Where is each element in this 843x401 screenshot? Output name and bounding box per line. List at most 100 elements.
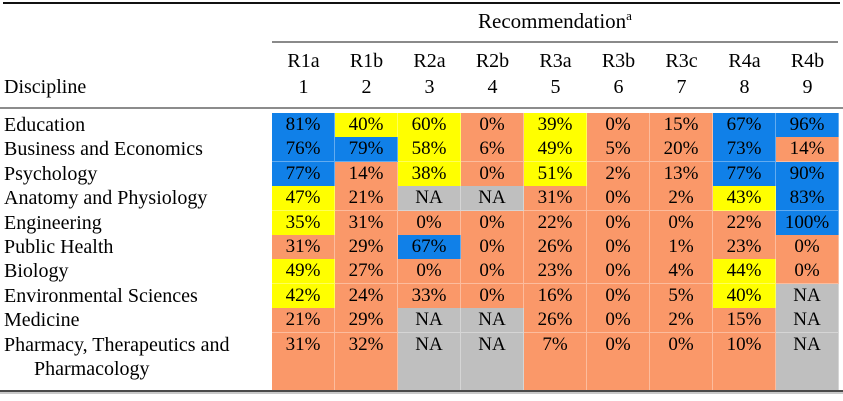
data-cell: 0% [461, 259, 524, 285]
column-number: 3 [424, 76, 435, 98]
column-number: 8 [739, 76, 750, 98]
data-cell: 14% [776, 137, 839, 163]
data-cell: 31% [524, 186, 587, 212]
table-row: Environmental Sciences 42% 24% 33% 0% 16% 0% 5%… [0, 283, 843, 309]
column-label: R2a [413, 50, 446, 72]
data-cell: 77% [713, 161, 776, 187]
table-row: Anatomy and Physiology 47% 21% NA NA 31% 0% 2% 4… [0, 186, 843, 212]
data-cell: 0% [461, 210, 524, 236]
row-label: Education [4, 114, 86, 136]
top-rule [3, 2, 840, 4]
column-label: R3a [539, 50, 572, 72]
data-cell: 22% [524, 210, 587, 236]
data-cell: NA [461, 308, 524, 334]
data-cell: NA [398, 332, 461, 391]
data-cell: 43% [713, 186, 776, 212]
data-cell: 22% [713, 210, 776, 236]
data-cell: NA [398, 308, 461, 334]
data-cell: 0% [776, 234, 839, 260]
data-cell: 49% [272, 259, 335, 285]
table-row: Biology 49% 27% 0% 0% 23% 0% 4% 44% 0% [0, 259, 843, 285]
row-label: Biology [4, 260, 69, 283]
data-cell: 26% [524, 234, 587, 260]
table-row: Pharmacy, Therapeutics and Pharmacology 3… [0, 332, 843, 391]
data-cell: 39% [524, 113, 587, 138]
data-cell: 2% [650, 308, 713, 334]
data-cell: 67% [398, 234, 461, 260]
data-cell: 29% [335, 308, 398, 334]
bottom-rule [0, 390, 843, 392]
data-cell: 0% [461, 113, 524, 138]
column-label: R1b [349, 50, 384, 72]
column-header-R1a: R1a 1 [272, 48, 335, 100]
data-cell: 0% [587, 308, 650, 334]
data-cell: 0% [398, 210, 461, 236]
header-rule [0, 107, 843, 109]
recommendation-title-text: Recommendation [478, 9, 627, 33]
column-header-R3c: R3c 7 [650, 48, 713, 100]
data-cell: 24% [335, 283, 398, 309]
row-label: Environmental Sciences [4, 284, 198, 307]
column-label: R3b [601, 50, 636, 72]
column-label: R2b [475, 50, 510, 72]
row-label: Engineering [4, 211, 102, 234]
data-cell: NA [776, 308, 839, 334]
data-cell: 0% [650, 332, 713, 391]
bottom-rule-shadow [0, 392, 843, 394]
data-cell: 49% [524, 137, 587, 163]
recommendation-underline [272, 41, 838, 43]
data-cell: 44% [713, 259, 776, 285]
column-number: 1 [298, 76, 309, 98]
data-cell: 23% [713, 234, 776, 260]
data-cell: 100% [776, 210, 839, 236]
row-label: Business and Economics [4, 138, 203, 161]
data-cell: 40% [335, 113, 398, 138]
data-cell: 0% [587, 259, 650, 285]
data-cell: 1% [650, 234, 713, 260]
data-cell: NA [776, 283, 839, 309]
data-cell: 40% [713, 283, 776, 309]
column-number: 5 [550, 76, 561, 98]
data-cell: 0% [587, 234, 650, 260]
data-cell: 38% [398, 161, 461, 187]
data-cell: 29% [335, 234, 398, 260]
data-cell: 35% [272, 210, 335, 236]
data-cell: 16% [524, 283, 587, 309]
data-cell: 96% [776, 113, 839, 138]
column-header-R3a: R3a 5 [524, 48, 587, 100]
data-cell: 26% [524, 308, 587, 334]
data-cell: NA [776, 332, 839, 391]
column-label: R4a [728, 50, 761, 72]
footnote-marker: a [626, 8, 632, 23]
data-cell: 27% [335, 259, 398, 285]
column-number: 7 [676, 76, 687, 98]
data-cell: 60% [398, 113, 461, 138]
data-cell: 23% [524, 259, 587, 285]
data-cell: NA [461, 332, 524, 391]
data-cell: NA [461, 186, 524, 212]
column-number: 6 [613, 76, 624, 98]
data-cell: 76% [272, 137, 335, 163]
data-cell: 77% [272, 161, 335, 187]
column-number: 9 [802, 76, 813, 98]
data-cell: 20% [650, 137, 713, 163]
data-cell: 73% [713, 137, 776, 163]
column-number: 4 [487, 76, 498, 98]
data-cell: 4% [650, 259, 713, 285]
data-cell: 0% [650, 210, 713, 236]
data-cell: 2% [587, 161, 650, 187]
data-cell: 81% [272, 113, 335, 138]
data-cell: 2% [650, 186, 713, 212]
recommendation-title: Recommendationa [272, 7, 838, 35]
data-cell: 42% [272, 283, 335, 309]
data-cell: 0% [461, 234, 524, 260]
column-label: R3c [665, 50, 698, 72]
data-cell: 0% [461, 283, 524, 309]
data-cell: 47% [272, 186, 335, 212]
data-cell: 32% [335, 332, 398, 391]
data-cell: 14% [335, 161, 398, 187]
data-cell: 0% [398, 259, 461, 285]
table-row: Engineering 35% 31% 0% 0% 22% 0% 0% 22% 100% [0, 210, 843, 236]
column-header-R4b: R4b 9 [776, 48, 839, 100]
